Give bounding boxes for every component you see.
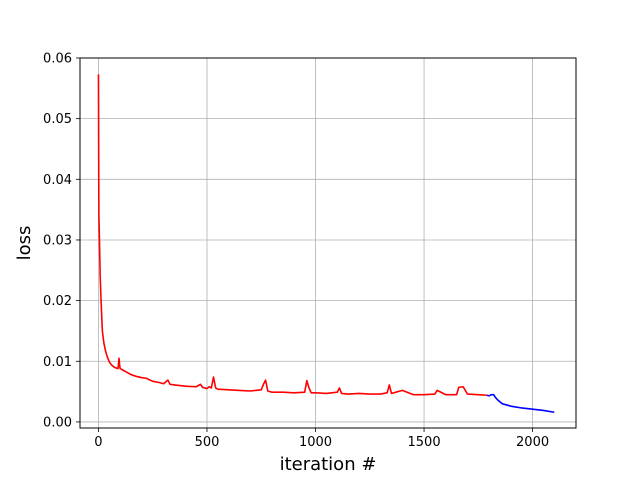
y-tick-label: 0.04 [43,173,72,188]
x-axis-label: iteration # [280,454,377,475]
plot-series [97,74,555,414]
x-tick-label: 2000 [516,435,549,450]
x-tick-label: 1000 [299,435,332,450]
x-tick-label: 0 [94,435,102,450]
y-tick-label: 0.02 [43,294,72,309]
y-tick-label: 0.00 [43,415,72,430]
series-line-2 [486,393,555,414]
x-axis-ticks: 0 500 1000 1500 2000 [94,428,549,450]
plot-frame [79,57,577,429]
y-axis-ticks: 0.00 0.01 0.02 0.03 0.04 0.05 0.06 [43,52,80,430]
y-tick-label: 0.03 [43,233,72,248]
y-tick-label: 0.06 [43,52,72,67]
y-tick-label: 0.05 [43,112,72,127]
x-tick-label: 500 [195,435,220,450]
y-axis-label: loss [14,226,35,261]
x-tick-label: 1500 [408,435,441,450]
series-line-1 [97,74,488,397]
y-tick-label: 0.01 [43,355,72,370]
grid [80,57,576,428]
